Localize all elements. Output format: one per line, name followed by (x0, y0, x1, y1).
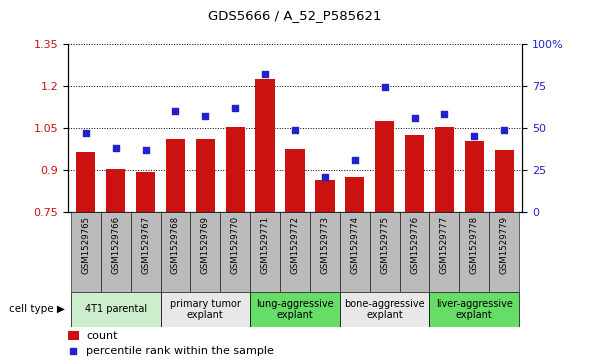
Text: GSM1529779: GSM1529779 (500, 216, 509, 274)
Text: GSM1529776: GSM1529776 (410, 216, 419, 274)
Point (260, 71, 270, 77)
Point (440, 111, 449, 117)
Point (68, 348, 78, 354)
Bar (191, 212, 220, 292)
Bar (430, 212, 460, 292)
Bar (430, 292, 519, 327)
Bar (375, 121, 394, 212)
Text: GSM1529766: GSM1529766 (111, 216, 120, 274)
Text: GSM1529769: GSM1529769 (201, 216, 210, 274)
Text: GSM1529767: GSM1529767 (141, 216, 150, 274)
Bar (250, 212, 280, 292)
Bar (76, 152, 96, 212)
Bar (136, 172, 155, 212)
Bar (196, 139, 215, 212)
Text: GSM1529777: GSM1529777 (440, 216, 449, 274)
Bar (399, 212, 430, 292)
Text: percentile rank within the sample: percentile rank within the sample (86, 346, 274, 356)
Point (380, 85, 389, 90)
Bar (160, 212, 191, 292)
Bar (255, 79, 275, 212)
Text: primary tumor
explant: primary tumor explant (170, 299, 241, 320)
Bar (315, 180, 335, 212)
Text: GSM1529774: GSM1529774 (350, 216, 359, 274)
Point (290, 127, 300, 132)
Bar (464, 140, 484, 212)
Bar (130, 212, 160, 292)
Bar (166, 139, 185, 212)
Bar (286, 149, 304, 212)
Bar (68, 331, 79, 340)
Text: bone-aggressive
explant: bone-aggressive explant (345, 299, 425, 320)
Point (111, 145, 120, 151)
Bar (370, 212, 399, 292)
Text: count: count (86, 331, 117, 341)
Bar (460, 212, 489, 292)
Point (201, 113, 210, 119)
Bar (340, 212, 370, 292)
Point (410, 115, 419, 121)
Text: GSM1529770: GSM1529770 (231, 216, 240, 274)
Point (231, 105, 240, 111)
Bar (340, 292, 430, 327)
Bar (280, 212, 310, 292)
Text: 4T1 parental: 4T1 parental (84, 305, 147, 314)
Point (141, 147, 150, 153)
Text: GSM1529772: GSM1529772 (290, 216, 300, 274)
Bar (101, 212, 130, 292)
Point (320, 174, 330, 180)
Text: cell type ▶: cell type ▶ (9, 305, 65, 314)
Bar (220, 212, 250, 292)
Text: liver-aggressive
explant: liver-aggressive explant (436, 299, 513, 320)
Text: lung-aggressive
explant: lung-aggressive explant (256, 299, 334, 320)
Bar (435, 127, 454, 212)
Bar (225, 127, 245, 212)
Text: GSM1529775: GSM1529775 (380, 216, 389, 274)
Text: GSM1529778: GSM1529778 (470, 216, 479, 274)
Text: GSM1529765: GSM1529765 (81, 216, 90, 274)
Point (350, 157, 359, 163)
Bar (310, 212, 340, 292)
Bar (405, 135, 424, 212)
Point (171, 108, 180, 114)
Text: GSM1529773: GSM1529773 (320, 216, 329, 274)
Bar (489, 212, 519, 292)
Text: GDS5666 / A_52_P585621: GDS5666 / A_52_P585621 (208, 9, 382, 22)
Bar (106, 169, 126, 212)
Point (500, 127, 509, 132)
Text: GSM1529768: GSM1529768 (171, 216, 180, 274)
Bar (160, 292, 250, 327)
Bar (71, 212, 101, 292)
Bar (71, 292, 160, 327)
Bar (494, 151, 514, 212)
Text: GSM1529771: GSM1529771 (261, 216, 270, 274)
Point (81, 130, 90, 136)
Point (470, 134, 479, 139)
Bar (345, 177, 365, 212)
Bar (250, 292, 340, 327)
